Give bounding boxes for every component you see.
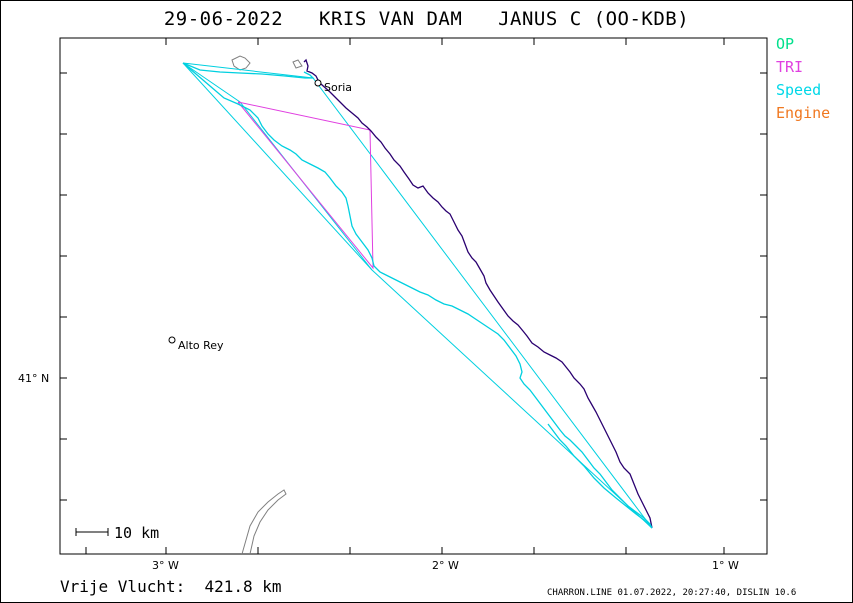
water-features	[231, 55, 303, 555]
credit-line: CHARRON.LINE 01.07.2022, 20:27:40, DISLI…	[547, 588, 797, 598]
op-route	[182, 62, 653, 529]
legend-op: OP	[776, 35, 795, 53]
x-label-3w: 3° W	[152, 559, 179, 572]
flight-title: 29-06-2022 KRIS VAN DAM JANUS C (OO-KDB)	[163, 8, 690, 30]
place-soria: Soria	[314, 79, 352, 94]
scale-bar-label: 10 km	[114, 524, 159, 542]
x-label-1w: 1° W	[712, 559, 739, 572]
place-alto-rey: Alto Rey	[168, 336, 224, 352]
triangle-route	[237, 101, 374, 270]
flight-track-speed	[182, 62, 653, 529]
y-label-41n: 41° N	[18, 372, 49, 385]
legend-speed: Speed	[776, 81, 822, 99]
legend-tri: TRI	[776, 58, 804, 76]
y-axis-ticks	[60, 72, 767, 501]
distance-summary: Vrije Vlucht: 421.8 km	[60, 577, 282, 596]
legend-engine: Engine	[776, 104, 831, 122]
scale-bar: 10 km	[75, 524, 159, 542]
place-label-soria: Soria	[324, 81, 352, 94]
place-label-alto-rey: Alto Rey	[178, 339, 224, 352]
plot-border	[59, 37, 768, 555]
x-axis-ticks	[85, 38, 725, 554]
flight-track-main	[303, 58, 653, 529]
legend: OP TRI Speed Engine	[776, 33, 830, 125]
x-label-2w: 2° W	[432, 559, 459, 572]
